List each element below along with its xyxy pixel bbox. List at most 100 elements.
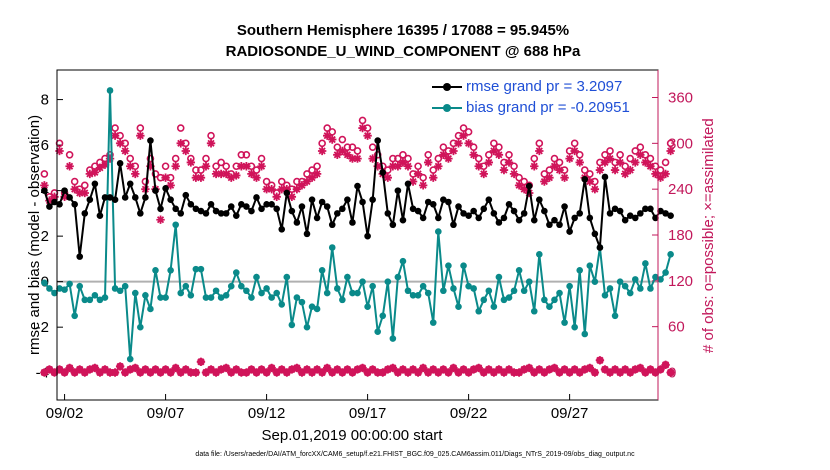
obs-assimilated-marker [282,184,291,194]
obs-assimilated-low-marker [45,365,54,374]
rmse-point [596,244,604,251]
rmse-point [349,219,356,226]
obs-possible-marker [313,162,321,171]
obs-assimilated-marker [636,150,645,159]
bias-point [248,294,255,301]
bias-point [182,282,190,290]
obs-possible-marker [439,143,448,151]
obs-assimilated-marker [585,177,595,186]
obs-assimilated-marker [656,173,665,182]
y-right-tick-label: 60 [668,319,685,336]
obs-assimilated-marker [373,162,382,171]
bias-point [581,330,589,338]
obs-assimilated-low-marker [206,365,216,374]
bias-point [404,287,412,295]
rmse-point [61,187,68,194]
obs-assimilated-low-marker [464,368,473,377]
obs-possible-marker [318,139,326,148]
obs-assimilated-low-marker [535,365,544,374]
obs-assimilated-low-marker [383,365,393,374]
obs-assimilated-low-marker [424,368,433,377]
obs-assimilated-low-marker [575,368,584,377]
obs-possible-marker [661,158,670,167]
obs-assimilated-low-marker [75,365,84,374]
bias-point [576,266,584,274]
bias-point [389,335,397,342]
bias-point [470,285,477,292]
rmse-point [581,175,589,183]
chart-title-line1: Southern Hemisphere 16395 / 17088 = 95.9… [236,22,570,39]
obs-assimilated-marker [398,158,408,167]
bias-point [369,282,376,290]
bias-point [91,292,99,299]
rmse-point [76,253,84,260]
bias-point [238,282,245,290]
obs-assimilated-marker [565,154,574,163]
bias-point [288,321,296,329]
obs-assimilated-marker [115,139,125,148]
bias-point [667,251,674,258]
rmse-point [253,194,260,201]
obs-assimilated-marker [55,146,64,156]
obs-assimilated-marker [626,165,635,175]
rmse-point [41,187,48,194]
obs-assimilated-marker [85,169,95,179]
bias-point [328,244,336,251]
bias-point [414,292,422,299]
obs-assimilated-marker [156,215,165,224]
bias-point [424,289,432,297]
bias-point [152,266,159,274]
obs-assimilated-low-marker [110,368,120,377]
obs-assimilated-low-marker [267,363,276,373]
bias-point [530,307,538,315]
x-tick-label: 09/17 [349,405,387,422]
bias-point [571,323,578,331]
x-tick-label: 09/27 [551,405,589,422]
rmse-point [399,216,407,224]
y-left-tick-label: 2 [41,228,49,245]
obs-possible-marker [606,147,614,155]
obs-assimilated-low-marker [176,368,185,377]
obs-possible-marker [414,162,422,171]
obs-possible-marker [626,154,635,163]
rmse-point [510,207,518,215]
bias-point [308,303,316,310]
rmse-point [566,228,573,235]
obs-assimilated-marker [540,177,549,186]
data-file-caption: data file: /Users/raeder/DAI/ATM_forcXX/… [195,451,635,458]
bias-point [536,251,543,258]
obs-assimilated-marker [242,162,251,171]
obs-possible-marker [540,170,549,178]
obs-assimilated-low-marker [302,365,312,374]
bias-point [566,282,573,290]
obs-assimilated-marker [317,146,327,156]
rmse-point [116,160,124,167]
rmse-point [313,214,321,222]
bias-point [323,289,331,297]
y-right-tick-label: 360 [668,90,693,107]
obs-possible-marker [631,147,640,155]
obs-assimilated-low-marker [55,365,64,374]
bias-point [510,287,518,295]
rmse-point [374,137,382,144]
rmse-point [111,196,119,204]
rmse-point [591,230,599,238]
bias-point [263,285,270,292]
bias-point [116,287,124,295]
rmse-point [455,203,462,210]
obs-assimilated-marker [408,177,418,186]
bias-point [515,266,523,274]
rmse-point [344,196,351,204]
rmse-point [86,196,94,204]
obs-possible-marker [277,177,286,186]
obs-assimilated-low-marker [469,365,478,374]
bias-point [207,294,215,301]
bias-point [227,282,235,290]
bias-point [626,289,634,297]
obs-assimilated-low-marker [277,365,286,374]
bias-point [126,355,134,363]
obs-assimilated-marker [610,165,620,175]
obs-possible-marker [495,143,503,151]
bias-point [339,296,346,304]
bias-point [192,265,200,273]
